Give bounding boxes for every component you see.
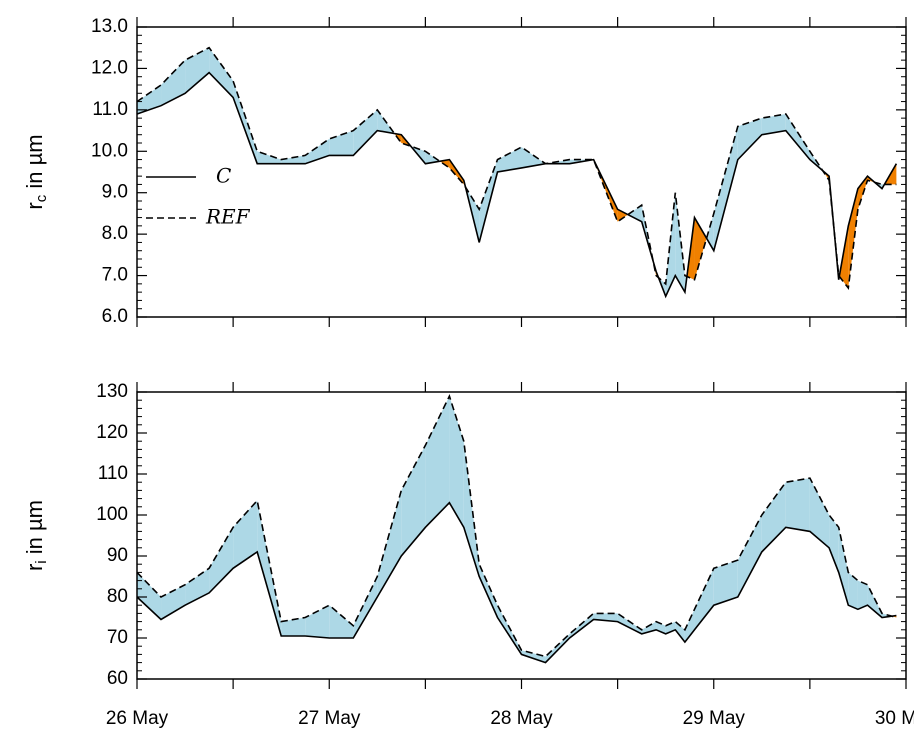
difference-fill xyxy=(233,500,258,569)
difference-fill xyxy=(838,527,849,606)
difference-fill xyxy=(209,527,234,593)
y-axis-label: rc in µm xyxy=(22,134,50,209)
difference-fill xyxy=(377,490,402,597)
difference-fill xyxy=(185,47,210,94)
difference-fill xyxy=(656,621,666,634)
y-tick-label: 12.0 xyxy=(91,57,128,78)
difference-fill xyxy=(449,396,464,528)
difference-fill xyxy=(713,126,738,251)
difference-fill xyxy=(593,159,618,222)
difference-fill xyxy=(209,47,234,98)
difference-fill xyxy=(617,209,628,222)
difference-fill xyxy=(401,445,426,556)
difference-fill xyxy=(569,613,594,638)
difference-fill xyxy=(281,617,306,636)
y-tick-label: 120 xyxy=(96,422,128,443)
difference-fill xyxy=(713,560,738,606)
y-label-main: r xyxy=(22,564,47,571)
difference-fill xyxy=(257,500,282,636)
x-tick-label: 26 May xyxy=(106,708,169,729)
difference-fill xyxy=(353,109,378,156)
x-tick-label: 30 May xyxy=(875,708,914,729)
y-tick-label: 70 xyxy=(107,627,128,648)
difference-fill xyxy=(675,192,685,293)
difference-fill xyxy=(305,605,330,638)
y-tick-label: 6.0 xyxy=(102,306,128,327)
difference-fill xyxy=(785,114,810,160)
series-line xyxy=(136,46,897,291)
y-tick-label: 8.0 xyxy=(102,223,128,244)
difference-fill xyxy=(161,60,186,106)
difference-fill xyxy=(761,482,786,552)
difference-fill xyxy=(694,568,714,630)
difference-fill xyxy=(617,613,642,634)
difference-fill xyxy=(809,478,830,548)
difference-fill xyxy=(684,609,695,643)
series-line xyxy=(136,501,897,664)
difference-fill xyxy=(848,188,858,288)
series-line xyxy=(136,71,898,299)
difference-fill xyxy=(761,114,786,135)
y-tick-label: 110 xyxy=(98,463,128,484)
difference-fill xyxy=(737,118,762,160)
legend-label: REF xyxy=(205,205,251,229)
y-tick-label: 7.0 xyxy=(102,265,128,286)
difference-fill xyxy=(857,580,868,610)
y-tick-label: 60 xyxy=(107,668,128,689)
difference-fill xyxy=(281,155,306,164)
difference-fill xyxy=(675,621,685,643)
difference-fill xyxy=(665,621,676,634)
y-tick-label: 80 xyxy=(107,586,128,607)
y-axis-label: ri in µm xyxy=(22,500,50,571)
y-tick-label: 10.0 xyxy=(91,140,128,161)
y-label-rest: in µm xyxy=(22,134,47,194)
series-line xyxy=(136,393,897,658)
difference-fill xyxy=(425,396,450,528)
difference-fill xyxy=(641,621,657,634)
difference-fill xyxy=(463,441,480,577)
y-tick-label: 13.0 xyxy=(91,16,128,37)
difference-fill xyxy=(329,130,354,156)
difference-fill xyxy=(329,605,354,638)
difference-fill xyxy=(161,584,186,620)
y-label-rest: in µm xyxy=(22,500,47,560)
difference-fill xyxy=(627,205,642,222)
y-tick-label: 9.0 xyxy=(102,182,128,203)
difference-fill xyxy=(737,515,762,597)
difference-fill xyxy=(497,605,522,655)
difference-fill xyxy=(829,515,839,573)
y-label-sub: c xyxy=(33,194,50,202)
difference-fill xyxy=(137,85,162,114)
y-label-main: r xyxy=(22,202,47,209)
y-tick-label: 100 xyxy=(96,504,128,525)
difference-fill xyxy=(521,147,546,168)
plot-frame xyxy=(136,26,907,318)
difference-fill xyxy=(785,478,810,532)
x-tick-label: 29 May xyxy=(683,708,746,729)
difference-fill xyxy=(353,576,378,638)
x-tick-label: 27 May xyxy=(298,708,361,729)
y-tick-label: 130 xyxy=(96,381,128,402)
difference-fill xyxy=(233,80,258,164)
difference-fill xyxy=(521,650,546,663)
difference-fill xyxy=(137,572,162,620)
difference-fill xyxy=(479,564,498,618)
y-tick-label: 90 xyxy=(107,545,128,566)
y-tick-label: 11.0 xyxy=(92,99,128,120)
y-label-sub: i xyxy=(33,560,50,563)
difference-fill xyxy=(497,147,522,172)
difference-fill xyxy=(848,572,858,610)
difference-fill xyxy=(257,151,282,164)
x-tick-label: 28 May xyxy=(490,708,553,729)
legend-label: C xyxy=(216,164,231,188)
